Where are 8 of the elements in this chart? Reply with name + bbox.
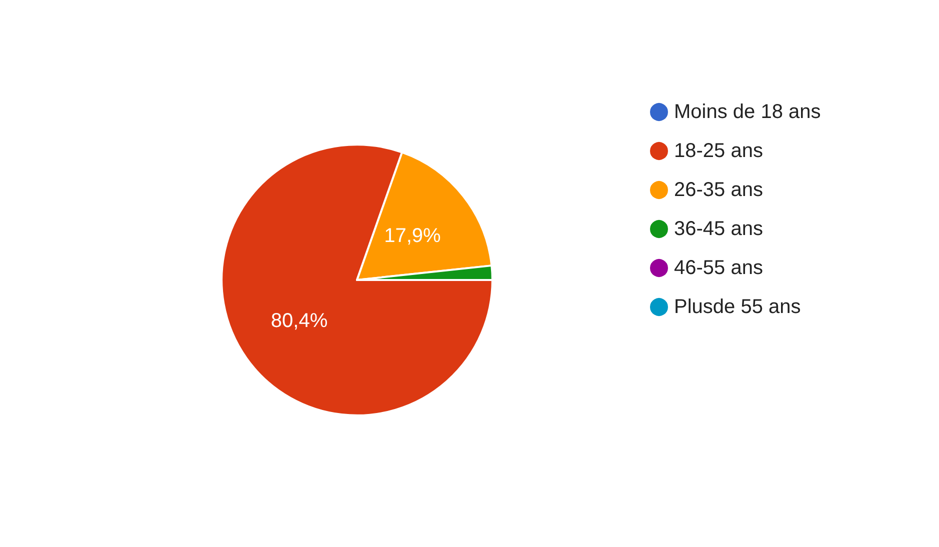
legend-label: 46-55 ans xyxy=(674,257,763,279)
legend-label: Moins de 18 ans xyxy=(674,101,821,123)
legend-label: 18-25 ans xyxy=(674,140,763,162)
legend-label: 36-45 ans xyxy=(674,218,763,240)
legend-label: 26-35 ans xyxy=(674,179,763,201)
legend-label: Plusde 55 ans xyxy=(674,296,801,318)
data-label: 80,4% xyxy=(270,310,328,332)
data-label: 17,9% xyxy=(384,225,442,248)
